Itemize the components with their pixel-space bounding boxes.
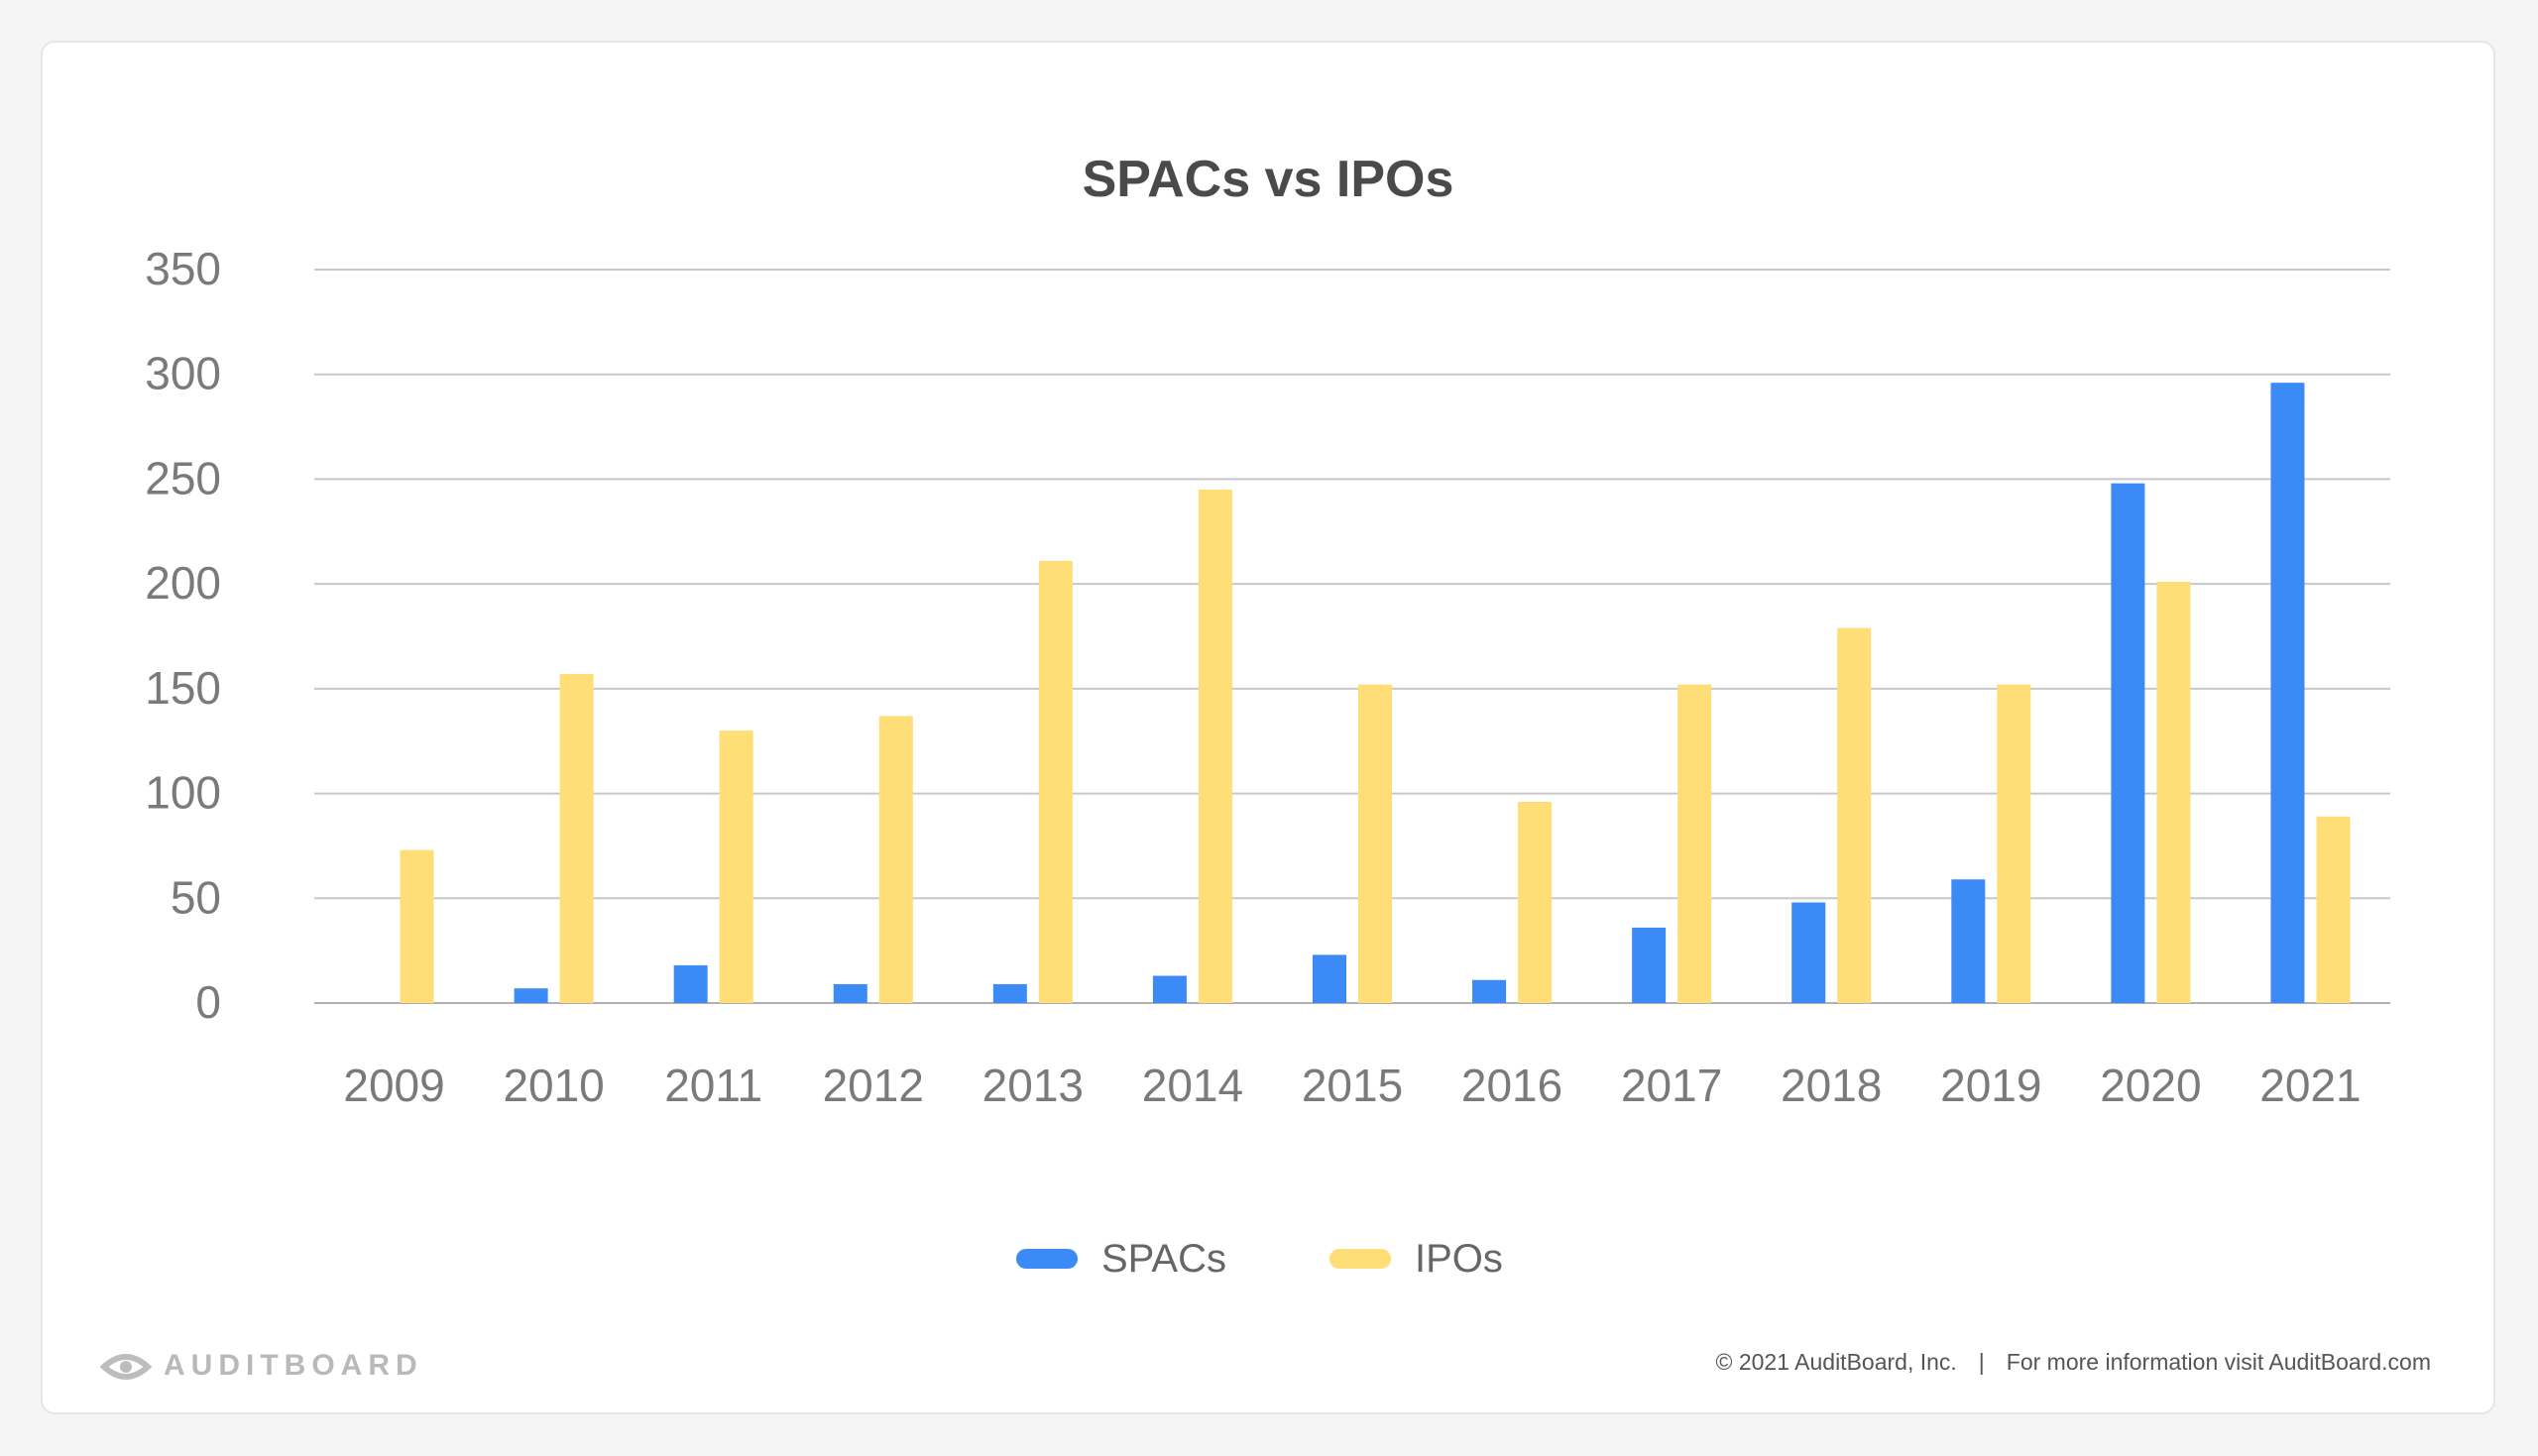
legend-swatch-ipos [1329, 1249, 1391, 1269]
bar-spacs-2019 [1951, 879, 1986, 1003]
legend-item-spacs: SPACs [1016, 1229, 1226, 1288]
bar-ipos-2015 [1358, 684, 1392, 1003]
y-tick-label: 0 [195, 976, 221, 1028]
bar-spacs-2016 [1472, 979, 1507, 1003]
bar-spacs-2014 [1152, 975, 1187, 1003]
chart-card: SPACs vs IPOs 0 50 100 150 200 250 300 350 2009 2… [41, 41, 2495, 1414]
auditboard-logo: AUDITBOARD [100, 1341, 423, 1391]
x-tick-label: 2015 [1302, 1060, 1403, 1111]
bar-chart: 0 50 100 150 200 250 300 350 2009 2010 2011 2012 201… [145, 243, 2390, 1111]
x-tick-label: 2009 [343, 1060, 444, 1111]
bar-ipos-2016 [1518, 802, 1553, 1003]
bar-ipos-2014 [1198, 490, 1232, 1003]
legend-swatch-spacs [1016, 1249, 1078, 1269]
bar-spacs-2021 [2270, 383, 2305, 1004]
bar-ipos-2021 [2316, 816, 2351, 1003]
x-tick-label: 2017 [1621, 1060, 1722, 1111]
footer-more-info: For more information visit AuditBoard.co… [2006, 1349, 2431, 1375]
bar-ipos-2018 [1837, 627, 1872, 1003]
bar-spacs-2010 [514, 988, 548, 1003]
y-tick-label: 50 [171, 871, 221, 923]
x-tick-label: 2019 [1940, 1060, 2041, 1111]
x-tick-label: 2020 [2100, 1060, 2201, 1111]
bar-spacs-2017 [1632, 927, 1667, 1003]
y-tick-label: 300 [145, 348, 221, 399]
x-tick-label: 2010 [503, 1060, 604, 1111]
y-tick-label: 150 [145, 662, 221, 714]
bar-ipos-2019 [1997, 684, 2031, 1003]
bar-spacs-2011 [673, 964, 708, 1003]
x-tick-label: 2011 [664, 1060, 762, 1111]
x-tick-label: 2018 [1781, 1060, 1882, 1111]
x-tick-label: 2021 [2259, 1060, 2361, 1111]
bar-ipos-2009 [400, 849, 434, 1003]
chart-title: SPACs vs IPOs [1082, 151, 1454, 208]
bar-spacs-2020 [2111, 483, 2145, 1004]
auditboard-logo-icon [100, 1354, 152, 1380]
bar-spacs-2013 [992, 983, 1027, 1003]
legend-label-spacs: SPACs [1101, 1236, 1226, 1281]
chart-legend: SPACs IPOs [43, 1229, 2493, 1288]
x-tick-label: 2016 [1461, 1060, 1562, 1111]
footer-info: © 2021 AuditBoard, Inc. | For more informa… [1716, 1349, 2431, 1376]
bar-ipos-2020 [2156, 582, 2191, 1003]
bar-ipos-2017 [1677, 684, 1712, 1003]
bar-spacs-2012 [833, 983, 867, 1003]
bar-ipos-2013 [1038, 560, 1073, 1003]
legend-label-ipos: IPOs [1415, 1236, 1503, 1281]
y-tick-label: 350 [145, 243, 221, 294]
y-tick-label: 200 [145, 557, 221, 609]
bar-spacs-2015 [1313, 954, 1346, 1003]
legend-item-ipos: IPOs [1329, 1229, 1503, 1288]
footer-separator: | [1978, 1349, 1985, 1375]
footer-copyright: © 2021 AuditBoard, Inc. [1715, 1349, 1957, 1375]
x-tick-label: 2012 [823, 1060, 924, 1111]
bar-ipos-2011 [719, 730, 753, 1003]
bar-ipos-2010 [559, 674, 594, 1003]
y-tick-label: 250 [145, 452, 221, 504]
x-tick-label: 2014 [1142, 1060, 1243, 1111]
logo-wordmark: AUDITBOARD [164, 1349, 423, 1382]
bar-ipos-2012 [878, 716, 913, 1003]
bar-spacs-2018 [1791, 902, 1826, 1003]
x-tick-label: 2013 [982, 1060, 1084, 1111]
y-tick-label: 100 [145, 767, 221, 819]
